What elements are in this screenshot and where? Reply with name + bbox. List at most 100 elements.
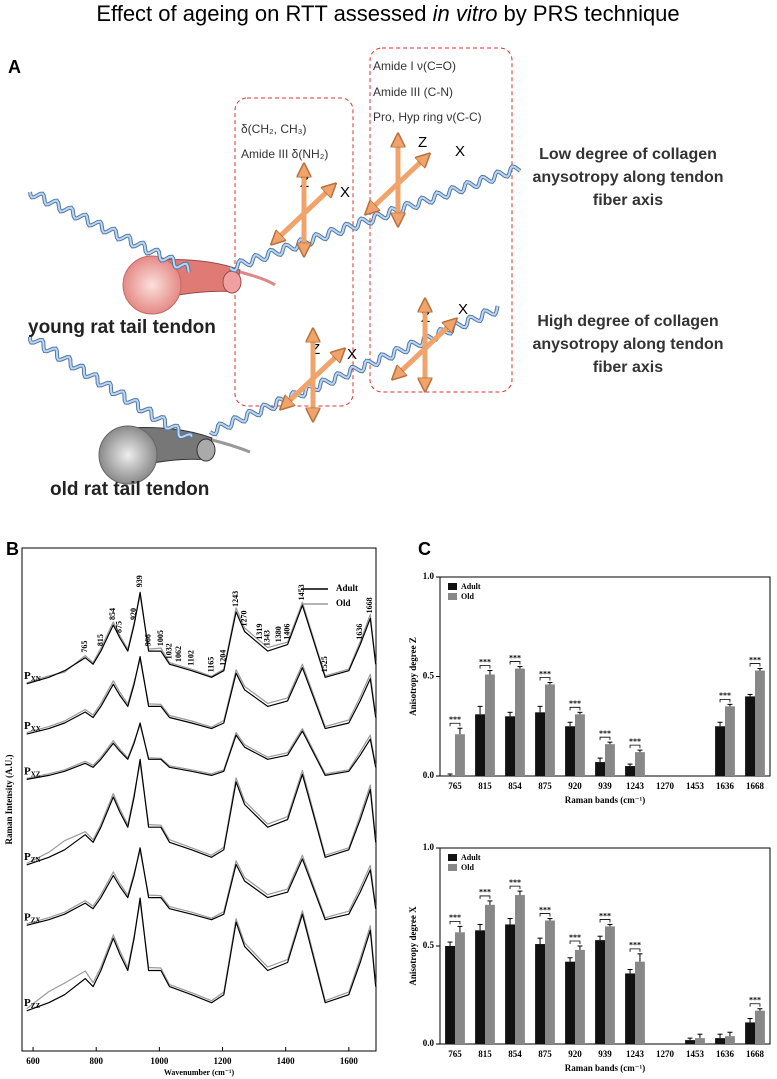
tendon-section [122,255,182,315]
significance-bracket [569,940,581,944]
bar [575,714,585,776]
bar [475,930,485,1044]
tendon-label: young rat tail tendon [28,317,216,338]
significance-bracket [479,895,491,899]
bar [455,734,465,776]
spectrum-label-main: P [24,765,31,777]
box-text: δ(CH₂, CH₃) [241,122,307,136]
x-tick-label: 1000 [150,1056,169,1066]
box-text: Amide III (C-N) [373,85,453,99]
peak-label: 920 [129,608,138,620]
significance-bracket [599,736,611,741]
peak-label: 1453 [297,584,306,600]
peak-label: 1343 [263,630,272,646]
significance-label: *** [629,941,641,950]
axis-letter: Z [418,134,427,151]
significance-bracket [449,921,461,925]
bar [575,949,585,1044]
description: fiber axis [593,192,663,209]
x-axis-label: Wavenumber (cm⁻¹) [164,1068,235,1077]
bar [635,752,645,776]
peak-label: 939 [135,575,144,587]
box-text: Pro, Hyp ring ν(C-C) [373,110,482,124]
spectrum-line [26,724,377,779]
spectrum-label: PXZ [24,765,41,778]
peak-label: 875 [115,621,124,633]
spectrum-label-sub: ZZ [31,1001,41,1009]
bar [535,712,545,776]
bar [535,944,545,1044]
bar [485,674,495,776]
significance-label: *** [479,888,491,897]
x-tick-label: 920 [568,781,582,791]
bar [685,1040,695,1044]
x-tick-label: 600 [26,1056,40,1066]
x-tick-label: 1668 [746,1049,765,1059]
significance-label: *** [749,996,761,1005]
x-tick-label: 1453 [686,781,705,791]
peak-label: 1032 [164,643,173,659]
x-tick-label: 1400 [277,1056,296,1066]
peak-label: 966 [143,634,152,646]
title-part: by PRS technique [497,1,679,26]
description: anysotropy along tendon [532,169,723,186]
axis-letter: X [347,346,357,363]
spectrum-line [26,847,377,926]
x-tick-label: 939 [598,1049,612,1059]
significance-bracket [629,744,641,749]
x-tick-label: 1270 [656,781,675,791]
spectrum-line [26,850,377,925]
legend-swatch [448,593,457,600]
bar [475,714,485,776]
orientation-arrow [370,158,425,210]
y-tick-label: 1.0 [423,842,435,852]
significance-bracket [509,661,521,665]
bar [695,1038,705,1044]
significance-label: *** [509,878,521,887]
axis-letter: X [340,184,350,201]
x-tick-label: 875 [538,781,552,791]
spectrum-label-sub: ZX [31,916,41,924]
y-tick-label: 0.5 [423,671,435,681]
bar [625,973,635,1044]
box-text: Amide I ν(C=O) [373,59,456,73]
spectrum-label: PZX [24,911,40,924]
orientation-arrow [285,353,340,405]
significance-bracket [449,722,461,727]
x-tick-label: 815 [478,781,492,791]
bar [605,744,615,776]
bar [515,668,525,776]
tendon-end [196,438,216,462]
collagen-fiber [29,336,193,438]
x-tick-label: 1243 [626,781,645,791]
significance-label: *** [569,933,581,942]
significance-label: *** [509,653,521,662]
bar [755,670,765,776]
spectrum-label-sub: XZ [31,770,41,778]
x-tick-label: 800 [89,1056,103,1066]
spectrum-line [26,656,377,735]
collagen-fiber [228,164,522,273]
diagram: δ(CH₂, CH₃) Amide III δ(NH₂) Amide I ν(C… [28,47,724,500]
legend-swatch [448,864,457,871]
spectrum-line [26,758,377,866]
bar [565,726,575,776]
bar [725,706,735,776]
collagen-fiber [229,165,521,272]
peak-label: 815 [96,634,105,646]
spectrum-line [26,659,377,734]
significance-label: *** [599,911,611,920]
bar [515,895,525,1044]
x-tick-label: 1200 [214,1056,233,1066]
spectrum-line [26,591,377,685]
legend-label: Old [336,598,351,608]
peak-label: 1668 [365,597,374,613]
orientation-arrow [276,188,331,240]
significance-label: *** [479,657,491,666]
title-part: Effect of ageing on RTT assessed [96,1,432,26]
bar [485,904,495,1044]
spectrum-label-main: P [24,850,31,862]
x-tick-label: 765 [448,1049,462,1059]
x-tick-label: 765 [448,781,462,791]
collagen-fiber [29,191,190,273]
